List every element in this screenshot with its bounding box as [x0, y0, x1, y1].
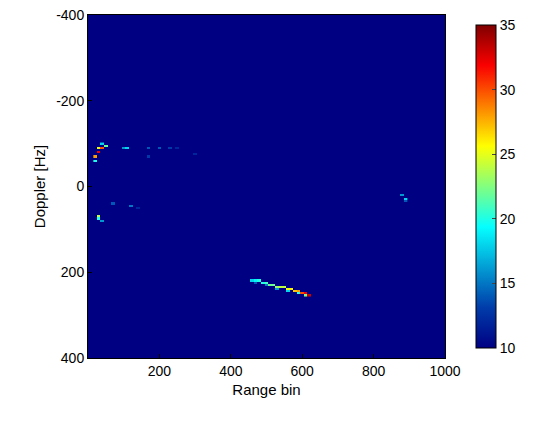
svg-text:-400: -400	[56, 7, 84, 23]
svg-text:0: 0	[76, 178, 84, 194]
svg-text:200: 200	[61, 264, 85, 280]
svg-text:Range bin: Range bin	[232, 381, 300, 398]
svg-text:Doppler [Hz]: Doppler [Hz]	[31, 145, 48, 228]
svg-text:1000: 1000	[429, 363, 460, 379]
svg-text:400: 400	[61, 350, 85, 366]
svg-text:600: 600	[291, 363, 315, 379]
svg-text:10: 10	[500, 340, 516, 356]
svg-text:25: 25	[500, 146, 516, 162]
svg-text:30: 30	[500, 82, 516, 98]
svg-text:800: 800	[362, 363, 386, 379]
svg-text:-200: -200	[56, 93, 84, 109]
svg-text:20: 20	[500, 211, 516, 227]
svg-text:200: 200	[148, 363, 172, 379]
svg-text:35: 35	[500, 17, 516, 33]
svg-text:400: 400	[219, 363, 243, 379]
svg-text:15: 15	[500, 275, 516, 291]
